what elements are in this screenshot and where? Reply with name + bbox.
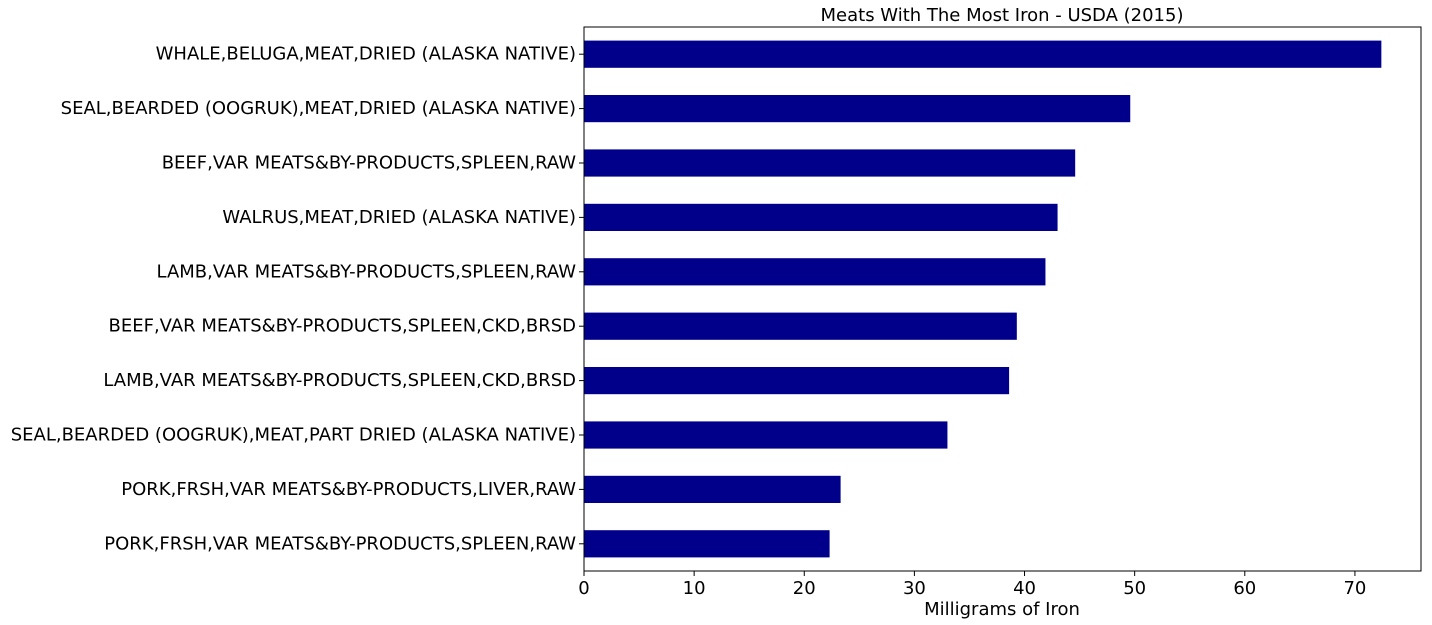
x-tick-label: 10 <box>683 578 706 599</box>
bar-9 <box>584 475 841 503</box>
y-tick-label: BEEF,VAR MEATS&BY-PRODUCTS,SPLEEN,CKD,BR… <box>109 316 576 337</box>
y-tick-label: PORK,FRSH,VAR MEATS&BY-PRODUCTS,SPLEEN,R… <box>104 533 576 554</box>
x-axis-title: Milligrams of Iron <box>924 599 1080 620</box>
bar-3 <box>584 149 1076 177</box>
x-tick-label: 60 <box>1233 578 1256 599</box>
x-tick-label: 40 <box>1013 578 1036 599</box>
bar-8 <box>584 421 948 449</box>
bar-2 <box>584 95 1131 123</box>
bar-7 <box>584 367 1010 395</box>
x-tick-label: 0 <box>578 578 589 599</box>
bar-4 <box>584 203 1058 231</box>
x-axis-ticks: 0 10 20 30 40 50 60 70 <box>578 571 1366 599</box>
bar-6 <box>584 312 1017 340</box>
y-tick-labels: WHALE,BELUGA,MEAT,DRIED (ALASKA NATIVE) S… <box>11 44 584 554</box>
y-tick-label: LAMB,VAR MEATS&BY-PRODUCTS,SPLEEN,CKD,BR… <box>103 370 576 391</box>
x-tick-label: 50 <box>1123 578 1146 599</box>
bars-group <box>584 40 1382 558</box>
chart-title: Meats With The Most Iron - USDA (2015) <box>821 5 1184 26</box>
bar-5 <box>584 258 1046 286</box>
bar-1 <box>584 40 1382 68</box>
y-tick-label: LAMB,VAR MEATS&BY-PRODUCTS,SPLEEN,RAW <box>157 261 577 282</box>
y-tick-label: SEAL,BEARDED (OOGRUK),MEAT,DRIED (ALASKA… <box>61 98 576 119</box>
y-tick-label: SEAL,BEARDED (OOGRUK),MEAT,PART DRIED (A… <box>11 425 576 446</box>
plot-frame <box>583 26 1422 572</box>
x-tick-label: 20 <box>793 578 816 599</box>
x-tick-label: 70 <box>1343 578 1366 599</box>
bar-10 <box>584 530 830 558</box>
y-tick-label: WHALE,BELUGA,MEAT,DRIED (ALASKA NATIVE) <box>156 44 576 65</box>
x-tick-label: 30 <box>903 578 926 599</box>
y-tick-label: WALRUS,MEAT,DRIED (ALASKA NATIVE) <box>222 207 576 228</box>
y-tick-label: PORK,FRSH,VAR MEATS&BY-PRODUCTS,LIVER,RA… <box>121 479 576 500</box>
y-tick-label: BEEF,VAR MEATS&BY-PRODUCTS,SPLEEN,RAW <box>162 153 576 174</box>
